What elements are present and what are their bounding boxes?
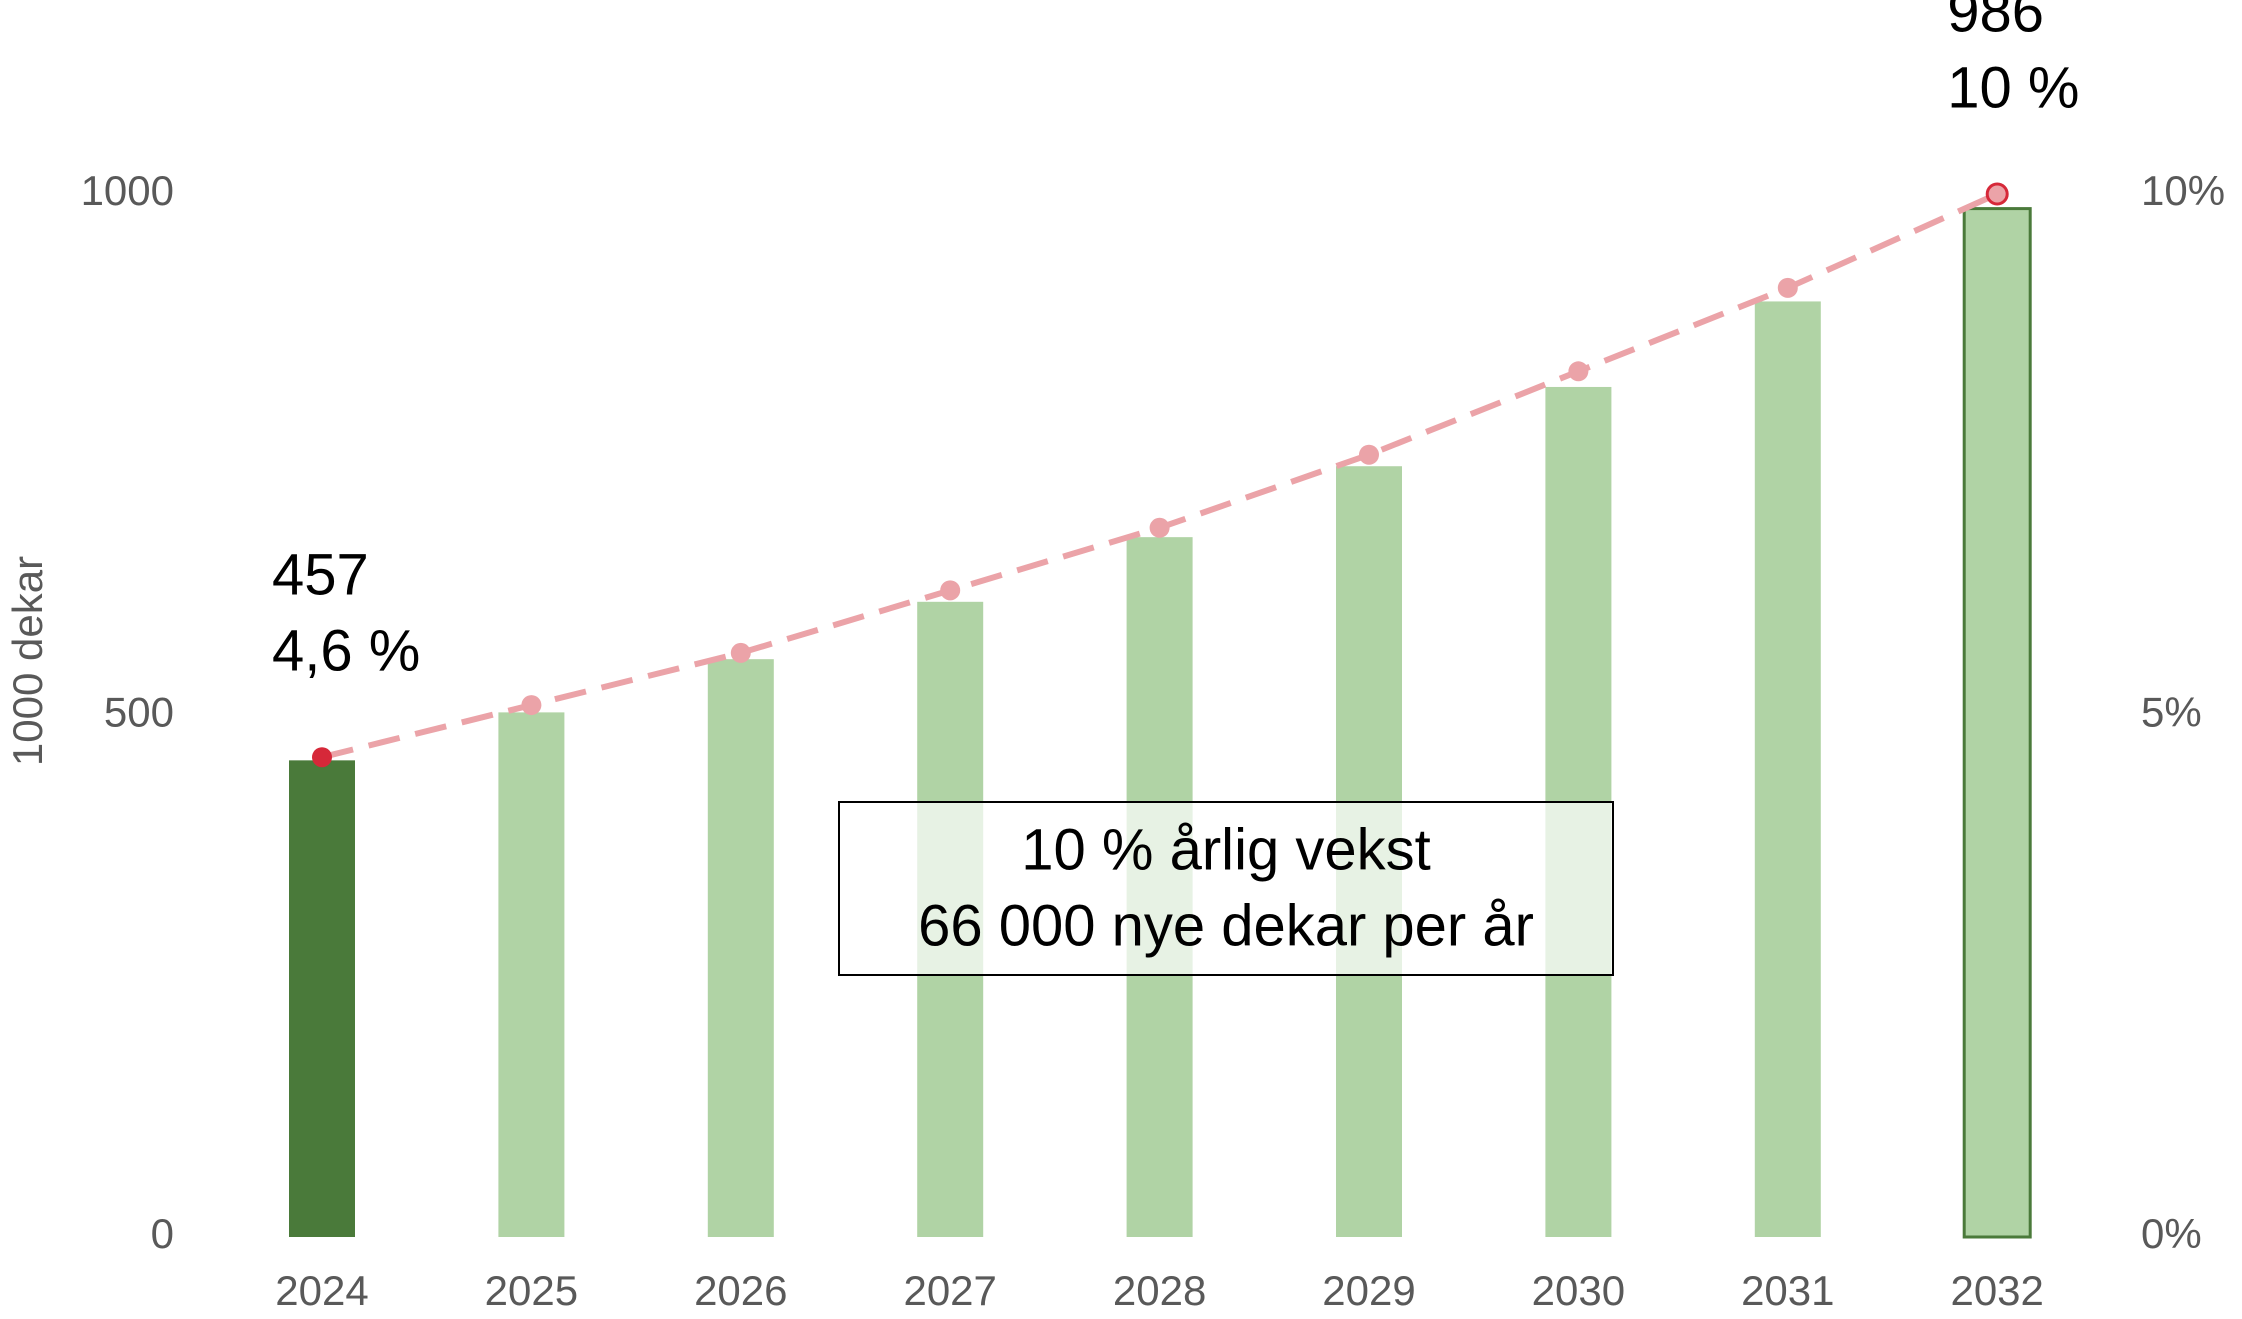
marker <box>1568 361 1589 382</box>
bar <box>1962 207 2032 1239</box>
x-tick-label: 2026 <box>694 1267 787 1314</box>
y2-tick-label: 0% <box>2141 1210 2202 1257</box>
y-tick-label: 1000 <box>81 167 174 214</box>
annotation-box <box>838 801 1614 976</box>
data-label: 4,6 % <box>272 619 420 684</box>
y2-tick-label: 10% <box>2141 167 2225 214</box>
marker <box>1359 444 1379 465</box>
data-label: 457 <box>272 543 369 608</box>
bar <box>289 760 355 1237</box>
y2-tick-label: 5% <box>2141 689 2202 736</box>
x-tick-label: 2029 <box>1322 1267 1415 1314</box>
bar <box>707 659 774 1237</box>
marker <box>1149 517 1170 538</box>
annotation: 66 000 nye dekar per år <box>918 893 1534 958</box>
y-tick-label: 0 <box>151 1210 174 1257</box>
marker <box>1777 277 1798 298</box>
x-tick-label: 2030 <box>1532 1267 1625 1314</box>
data-label: 986 <box>1947 0 2044 44</box>
x-tick-label: 2028 <box>1113 1267 1206 1314</box>
marker <box>730 642 751 663</box>
data-label: 10 % <box>1947 55 2079 120</box>
x-tick-label: 2027 <box>903 1267 996 1314</box>
marker <box>521 695 542 716</box>
marker <box>940 580 961 601</box>
annotation: 10 % årlig vekst <box>1021 817 1430 882</box>
x-tick-label: 2032 <box>1950 1267 2043 1314</box>
x-tick-label: 2031 <box>1741 1267 1834 1314</box>
y-axis-label: 1000 dekar <box>4 556 51 766</box>
x-tick-label: 2024 <box>275 1267 368 1314</box>
bar <box>498 712 565 1237</box>
marker <box>312 747 332 768</box>
marker <box>1985 182 2009 206</box>
y-tick-label: 500 <box>104 689 174 736</box>
bar <box>1754 301 1821 1238</box>
x-tick-label: 2025 <box>485 1267 578 1314</box>
